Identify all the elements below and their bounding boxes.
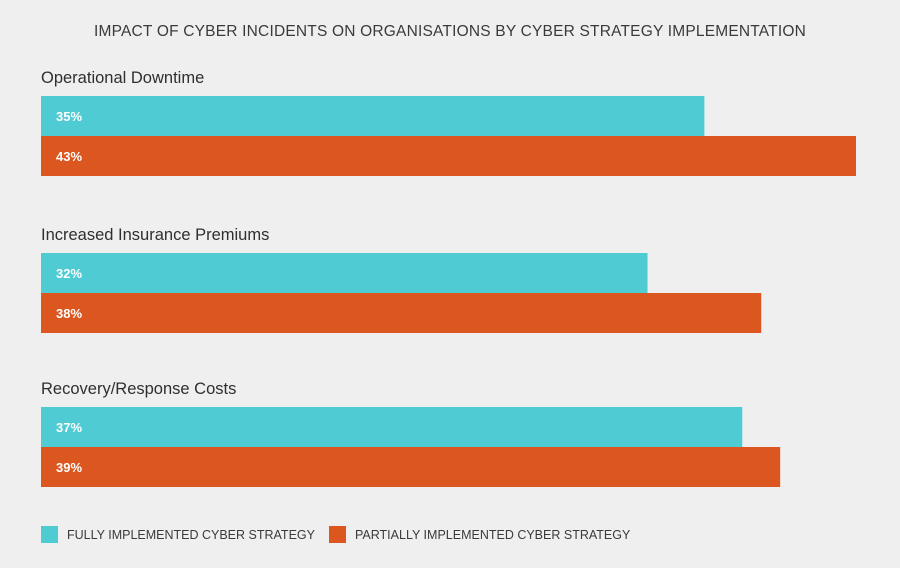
bar-operational-downtime-partially	[41, 136, 856, 176]
category-label-increased-insurance-premiums: Increased Insurance Premiums	[41, 226, 269, 244]
bar-increased-insurance-premiums-fully	[41, 253, 648, 293]
chart-title: IMPACT OF CYBER INCIDENTS ON ORGANISATIO…	[94, 23, 806, 40]
legend-label-fully: FULLY IMPLEMENTED CYBER STRATEGY	[67, 528, 316, 542]
legend-label-partially: PARTIALLY IMPLEMENTED CYBER STRATEGY	[355, 528, 631, 542]
bar-recovery-response-costs-fully	[41, 407, 743, 447]
bar-recovery-response-costs-partially	[41, 447, 781, 487]
bars-layer: Operational Downtime 35% 43% Increased Insu…	[41, 69, 856, 487]
bar-increased-insurance-premiums-partially	[41, 293, 762, 333]
bar-value-label-recovery-response-costs-partially: 39%	[56, 460, 82, 475]
bar-value-label-recovery-response-costs-fully: 37%	[56, 420, 82, 435]
bar-value-label-operational-downtime-fully: 35%	[56, 109, 82, 124]
bar-value-label-increased-insurance-premiums-partially: 38%	[56, 306, 82, 321]
bar-operational-downtime-fully	[41, 96, 705, 136]
category-label-recovery-response-costs: Recovery/Response Costs	[41, 380, 236, 398]
bar-value-label-increased-insurance-premiums-fully: 32%	[56, 266, 82, 281]
legend-swatch-partially	[329, 526, 346, 543]
bar-value-label-operational-downtime-partially: 43%	[56, 149, 82, 164]
category-label-operational-downtime: Operational Downtime	[41, 69, 204, 87]
legend: FULLY IMPLEMENTED CYBER STRATEGY PARTIALL…	[41, 526, 631, 543]
legend-swatch-fully	[41, 526, 58, 543]
